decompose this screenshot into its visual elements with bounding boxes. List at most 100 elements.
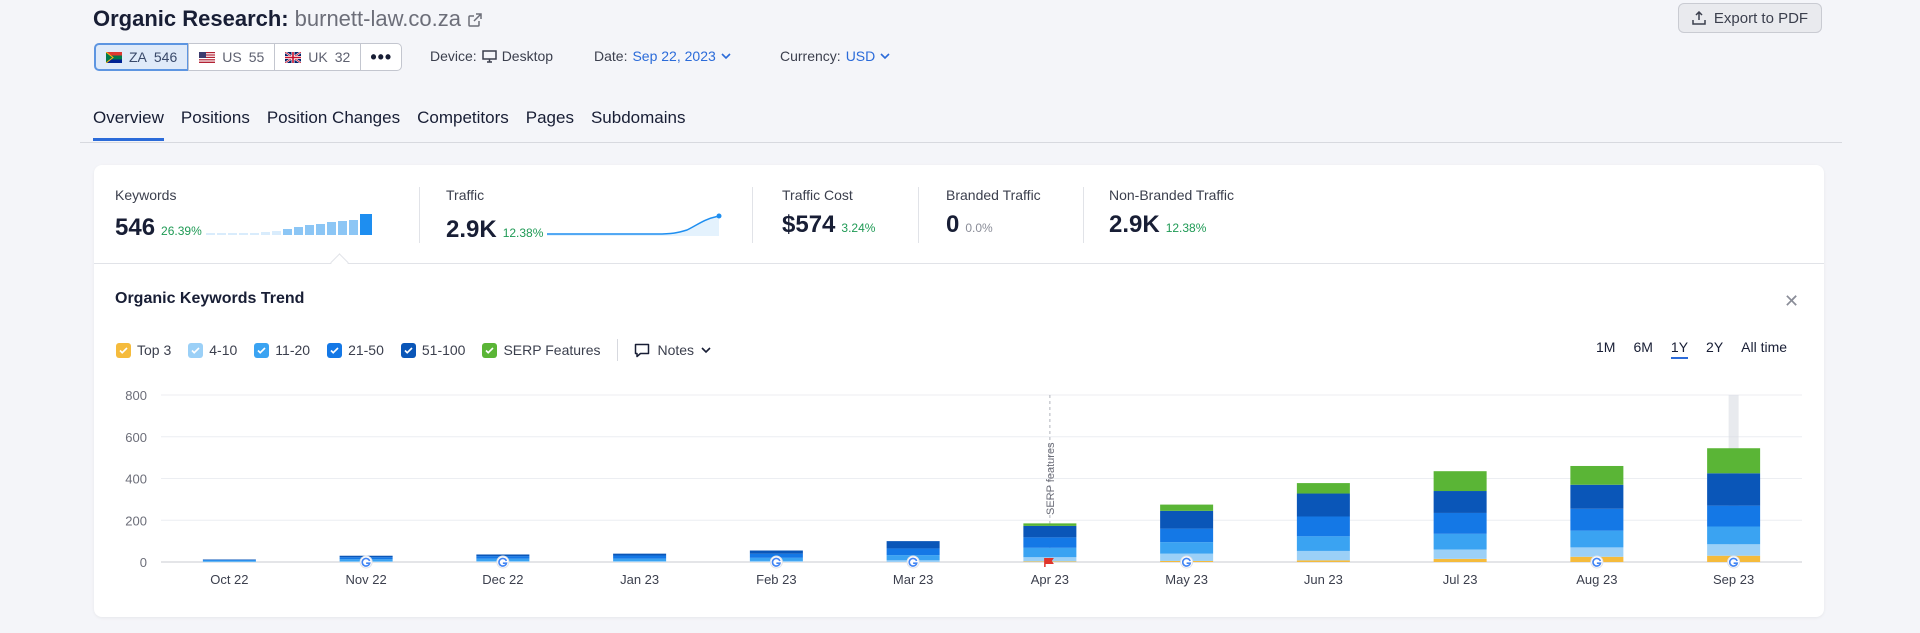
bar-segment[interactable] [1707,473,1761,506]
checkbox-icon[interactable] [254,342,270,358]
bar-segment[interactable] [1023,525,1077,538]
bar-segment[interactable] [1023,547,1077,558]
bar-segment[interactable] [202,561,256,563]
bar-segment[interactable] [476,554,530,557]
x-tick-label: Jan 23 [620,572,659,587]
domain-link[interactable]: burnett-law.co.za [294,6,461,31]
x-tick-label: Aug 23 [1576,572,1617,587]
bar-segment[interactable] [1570,547,1624,557]
bar-segment[interactable] [1160,528,1214,543]
upload-icon [1692,11,1706,25]
bar-segment[interactable] [1023,523,1077,526]
legend-4-10[interactable]: 4-10 [188,342,237,358]
x-tick-label: Feb 23 [756,572,796,587]
bar-segment[interactable] [1707,448,1761,474]
tab-position-changes[interactable]: Position Changes [266,108,401,127]
more-databases-button[interactable]: ••• [360,43,403,71]
bar-segment[interactable] [613,561,667,562]
bar-segment[interactable] [202,560,256,562]
bar-segment[interactable] [202,559,256,560]
legend-11-20[interactable]: 11-20 [254,342,310,358]
metric-branded[interactable]: Branded Traffic 0 0.0% [946,187,1041,239]
range-6m[interactable]: 6M [1633,339,1653,355]
bar-segment[interactable] [1296,550,1350,561]
bar-segment[interactable] [1570,484,1624,509]
range-1m[interactable]: 1M [1596,339,1616,355]
metric-nonbranded-label: Non-Branded Traffic [1109,187,1235,203]
keywords-sparkline [205,214,372,235]
bar-segment[interactable] [1570,465,1624,485]
bar-segment[interactable] [886,541,940,549]
bar-segment[interactable] [1433,558,1487,562]
legend-51-100[interactable]: 51-100 [400,342,465,358]
bar-segment[interactable] [1296,560,1350,562]
bar-segment[interactable] [1433,491,1487,513]
bar-segment[interactable] [1570,508,1624,531]
currency-selector[interactable]: Currency: USD [780,48,890,64]
tab-competitors[interactable]: Competitors [417,108,509,127]
db-us-count: 55 [248,49,265,65]
metric-traffic-cost[interactable]: Traffic Cost $574 3.24% [782,187,875,239]
bar-segment[interactable] [886,548,940,556]
range-all-time[interactable]: All time [1741,339,1788,355]
report-tabs: Overview Positions Position Changes Comp… [93,108,685,141]
bar-segment[interactable] [1160,542,1214,554]
db-us-button[interactable]: US 55 [188,43,276,71]
date-selector[interactable]: Date: Sep 22, 2023 [594,48,731,64]
bar-segment[interactable] [1707,544,1761,556]
tab-pages[interactable]: Pages [525,108,574,127]
tab-overview[interactable]: Overview [93,108,164,141]
bar-segment[interactable] [1023,537,1077,548]
bar-segment[interactable] [1433,471,1487,492]
bar-segment[interactable] [202,559,256,561]
overview-card: Keywords 546 26.39% Traffic [94,165,1824,617]
bar-segment[interactable] [1160,510,1214,529]
bar-segment[interactable] [749,550,803,554]
legend-21-50[interactable]: 21-50 [327,342,384,358]
comment-icon [635,343,650,357]
checkbox-icon[interactable] [482,342,498,358]
checkbox-icon[interactable] [188,342,204,358]
checkbox-icon[interactable] [400,342,416,358]
legend-serp-features[interactable]: SERP Features [482,342,600,358]
device-selector[interactable]: Device: Desktop [430,48,553,64]
bar-segment[interactable] [1433,549,1487,559]
metric-traffic[interactable]: Traffic 2.9K 12.38% [446,187,722,244]
legend-serp-label: SERP Features [503,342,601,358]
bar-segment[interactable] [1570,530,1624,548]
export-pdf-button[interactable]: Export to PDF [1678,3,1822,33]
checkbox-icon[interactable] [327,342,343,358]
bar-segment[interactable] [1707,526,1761,545]
metric-nonbranded[interactable]: Non-Branded Traffic 2.9K 12.38% [1109,187,1234,239]
bar-segment[interactable] [1296,536,1350,551]
metric-divider [918,187,919,243]
bar-segment[interactable] [1707,505,1761,527]
flag-icon[interactable] [1044,558,1054,564]
tab-subdomains[interactable]: Subdomains [590,108,686,127]
bar-segment[interactable] [613,553,667,556]
db-uk-button[interactable]: UK 32 [274,43,362,71]
range-2y[interactable]: 2Y [1706,339,1724,355]
bar-segment[interactable] [1296,516,1350,537]
metric-keywords[interactable]: Keywords 546 26.39% [115,187,381,242]
bar-segment[interactable] [613,558,667,562]
external-link-icon[interactable] [467,12,483,28]
db-za-button[interactable]: ZA 546 [94,43,190,71]
notes-dropdown[interactable]: Notes [634,342,711,358]
bar-segment[interactable] [613,555,667,559]
google-g-glyph [498,557,508,567]
checkbox-icon[interactable] [116,342,131,358]
range-1y[interactable]: 1Y [1670,339,1689,359]
chevron-down-icon [721,52,731,59]
google-g-glyph [1181,557,1192,567]
bar-segment[interactable] [1296,493,1350,517]
close-icon[interactable]: ✕ [1784,291,1800,311]
bar-segment[interactable] [1296,483,1350,494]
legend-top3[interactable]: Top 3 [116,342,171,358]
bar-segment[interactable] [1160,504,1214,511]
bar-segment[interactable] [1433,533,1487,550]
bar-segment[interactable] [1433,512,1487,534]
tab-positions[interactable]: Positions [180,108,250,127]
metric-traffic-cost-label: Traffic Cost [782,187,853,203]
serp-features-annotation: SERP features [1045,442,1057,515]
